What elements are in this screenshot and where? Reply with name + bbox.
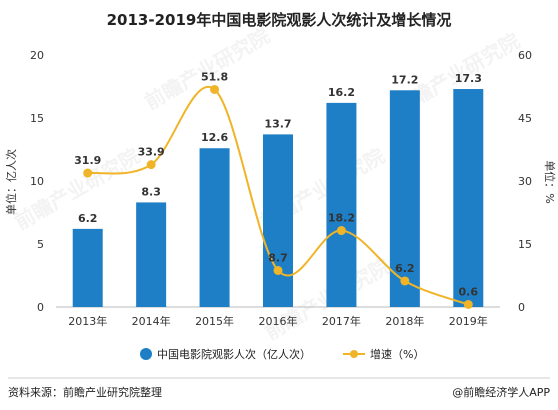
growth-value-label: 31.9 xyxy=(74,154,101,167)
growth-value-label: 6.2 xyxy=(395,262,415,275)
bar-value-label: 8.3 xyxy=(141,185,161,198)
y-axis-label-left: 单位：亿人次 xyxy=(4,149,18,215)
x-tick-label: 2019年 xyxy=(449,314,488,328)
x-tick-label: 2016年 xyxy=(259,314,298,328)
growth-point xyxy=(210,84,220,94)
y-axis-ticks-right: 0 15 30 45 60 xyxy=(518,49,532,314)
growth-point xyxy=(463,299,473,309)
legend: 中国电影院观影人次（亿人次） 增速（%） xyxy=(140,347,424,361)
legend-bar-label: 中国电影院观影人次（亿人次） xyxy=(157,347,311,361)
bar-value-label: 12.6 xyxy=(201,131,228,144)
bar-value-label: 16.2 xyxy=(328,86,355,99)
x-tick-label: 2018年 xyxy=(385,314,424,328)
y-tick-label-right: 30 xyxy=(518,175,532,188)
source-note: 资料来源：前瞻产业研究院整理 xyxy=(8,385,162,399)
x-tick-label: 2014年 xyxy=(132,314,171,328)
growth-value-label: 8.7 xyxy=(268,251,288,264)
bar-series: 6.2 8.3 12.6 13.7 16.2 17.2 17.3 xyxy=(72,72,484,308)
x-tick-label: 2013年 xyxy=(68,314,107,328)
growth-value-label: 33.9 xyxy=(138,146,165,159)
y-tick-label-left: 15 xyxy=(30,112,44,125)
brand-credit: @前瞻经济学人APP xyxy=(452,385,550,399)
bar-value-label: 17.3 xyxy=(455,72,482,85)
bar xyxy=(136,202,167,307)
growth-line xyxy=(87,85,469,306)
legend-line-marker-dot xyxy=(350,350,358,358)
y-tick-label-left: 5 xyxy=(37,238,44,251)
bar xyxy=(389,90,420,307)
bar xyxy=(72,228,103,307)
y-tick-label-right: 60 xyxy=(518,49,532,62)
y-tick-label-left: 20 xyxy=(30,49,44,62)
watermark-1: 前瞻产业研究院 xyxy=(141,24,274,115)
y-tick-label-right: 0 xyxy=(518,301,525,314)
growth-point xyxy=(146,160,156,170)
growth-point xyxy=(83,168,93,178)
bar xyxy=(263,134,293,307)
x-tick-label: 2015年 xyxy=(195,314,234,328)
y-tick-label-left: 0 xyxy=(37,301,44,314)
bar-value-label: 6.2 xyxy=(78,212,98,225)
bar xyxy=(453,89,484,308)
growth-point xyxy=(400,276,410,286)
legend-bar-marker xyxy=(140,348,152,360)
x-axis-ticks: 2013年 2014年 2015年 2016年 2017年 2018年 2019年 xyxy=(68,314,488,328)
y-tick-label-right: 45 xyxy=(518,112,532,125)
chart-title: 2013-2019年中国电影院观影人次统计及增长情况 xyxy=(107,11,452,29)
growth-line-series: 31.9 33.9 51.8 8.7 18.2 6.2 0.6 xyxy=(74,70,478,309)
growth-point xyxy=(273,265,283,275)
y-axis-ticks-left: 0 5 10 15 20 xyxy=(30,49,44,314)
bar xyxy=(199,148,230,307)
legend-line-label: 增速（%） xyxy=(370,347,424,361)
y-tick-label-right: 15 xyxy=(518,238,532,251)
growth-value-label: 18.2 xyxy=(328,212,355,225)
y-axis-label-right: 单位：% xyxy=(543,160,557,203)
growth-point xyxy=(336,226,346,236)
growth-value-label: 51.8 xyxy=(201,70,228,83)
bar xyxy=(326,102,357,307)
y-tick-label-left: 10 xyxy=(30,175,44,188)
x-tick-label: 2017年 xyxy=(322,314,361,328)
bar-value-label: 13.7 xyxy=(264,117,291,130)
bar-value-label: 17.2 xyxy=(391,73,418,86)
growth-value-label: 0.6 xyxy=(459,285,479,298)
